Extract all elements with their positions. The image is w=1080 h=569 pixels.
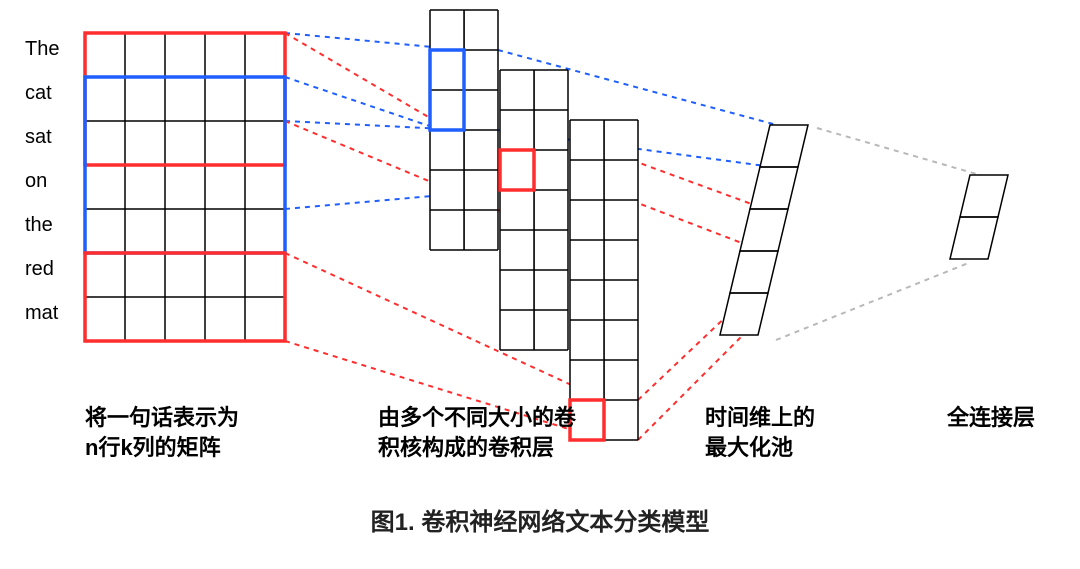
stage-label-3-l1: 全连接层 [946,405,1035,430]
cnn-text-classification-diagram: The cat sat on the red mat 将一句话表示为 n行k列的矩阵 由多个不同大… [0,0,1080,569]
stage-label-2-l2: 最大化池 [705,435,793,460]
stage-label-1-l2: 积核构成的卷积层 [378,435,554,460]
conv-stack-0 [430,10,498,250]
word-label-6: mat [25,302,59,324]
connector-7-0 [817,128,987,177]
conv-stack-2 [570,120,638,440]
fc-column [950,175,1008,259]
stage-label-0-l1: 将一句话表示为 [85,405,239,430]
stage-label-0-l2: n行k列的矩阵 [85,435,221,460]
input-matrix [85,33,285,341]
stage-label-1-l1: 由多个不同大小的卷 [378,405,577,430]
word-label-1: cat [25,82,52,104]
figure-caption: 图1. 卷积神经网络文本分类模型 [371,508,710,536]
connector-7-1 [776,262,971,340]
conv-stack-1 [500,70,568,350]
stage-label-2-l1: 时间维上的 [705,405,815,430]
word-label-0: The [25,38,59,60]
word-label-3: on [25,170,47,192]
max-pool-column [720,125,808,335]
word-label-4: the [25,214,53,236]
word-label-5: red [25,258,54,280]
word-label-2: sat [25,126,52,148]
